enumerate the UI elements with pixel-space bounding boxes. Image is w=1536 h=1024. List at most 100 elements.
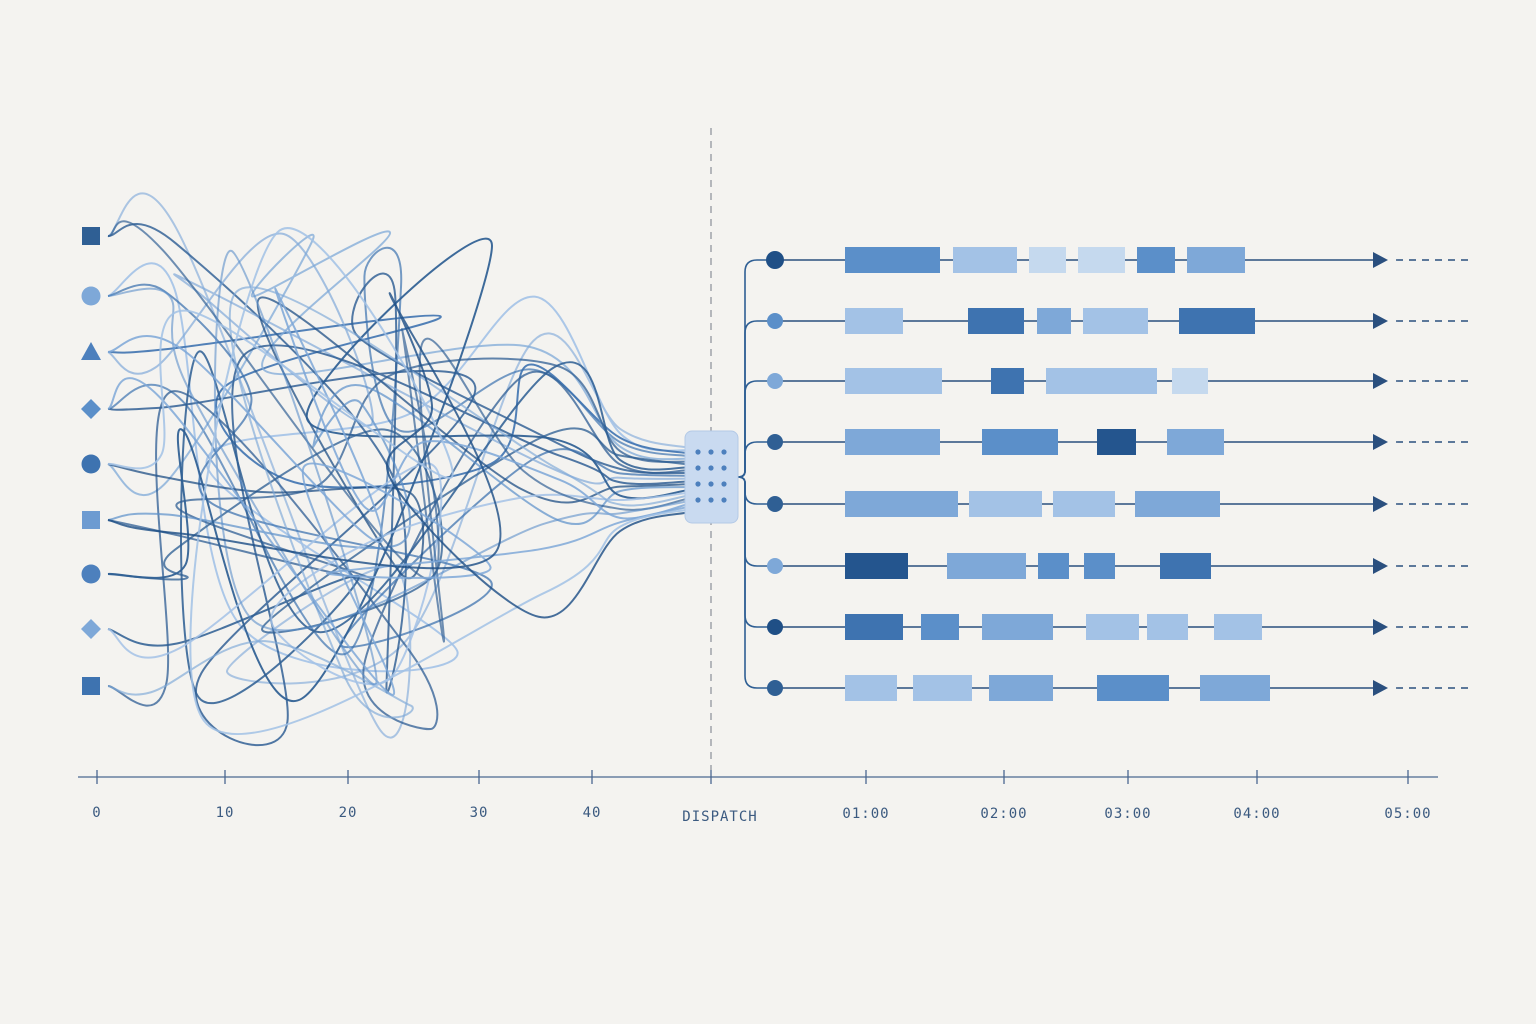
dispatch-dot (721, 449, 727, 455)
task-block (1147, 614, 1188, 640)
flow-curve (107, 292, 691, 619)
source-square (82, 227, 100, 245)
flow-curve (107, 227, 691, 735)
task-block (1086, 614, 1139, 640)
task-block (982, 429, 1058, 455)
branch (737, 476, 775, 689)
task-block (969, 491, 1042, 517)
task-block (1135, 491, 1220, 517)
task-block (845, 308, 903, 334)
task-block (1200, 675, 1270, 701)
task-block (1187, 247, 1245, 273)
flow-curve (107, 350, 691, 705)
task-block (1137, 247, 1175, 273)
flow-curve (107, 232, 691, 485)
flow-curve (107, 237, 691, 703)
time-tick-label: 05:00 (1384, 806, 1431, 822)
task-block (1097, 429, 1136, 455)
flow-curve (107, 370, 691, 731)
task-block (1046, 368, 1157, 394)
dispatch-dot (708, 497, 714, 503)
task-block (845, 553, 908, 579)
task-block (1084, 553, 1115, 579)
task-block (982, 614, 1053, 640)
lane-arrow (1373, 558, 1388, 574)
flow-curve (107, 462, 691, 686)
source-square (82, 677, 100, 695)
time-tick-label: 04:00 (1233, 806, 1280, 822)
task-block (947, 553, 1026, 579)
dispatch-dot (695, 449, 701, 455)
task-block (1179, 308, 1255, 334)
task-block (968, 308, 1024, 334)
axis-tick-label: 20 (339, 805, 358, 821)
dispatch-dot (695, 481, 701, 487)
axis-tick-label: 0 (92, 805, 101, 821)
task-block (1029, 247, 1066, 273)
time-tick-label: 02:00 (980, 806, 1027, 822)
task-block (845, 247, 940, 273)
lane-node (767, 619, 783, 635)
lane-arrow (1373, 496, 1388, 512)
lane-node (767, 558, 783, 574)
dispatch-label: DISPATCH (682, 809, 757, 825)
source-circle (81, 454, 101, 474)
lane-arrow (1373, 434, 1388, 450)
source-circle (81, 286, 101, 306)
lane-node (767, 680, 783, 696)
source-diamond (81, 619, 101, 639)
dispatch-dot (721, 497, 727, 503)
task-block (845, 368, 942, 394)
flow-curve (107, 427, 691, 634)
task-block (913, 675, 972, 701)
branch (737, 441, 775, 478)
dispatch-dot (708, 465, 714, 471)
task-block (1214, 614, 1262, 640)
task-block (991, 368, 1024, 394)
task-block (1097, 675, 1169, 701)
task-block (1037, 308, 1071, 334)
lane-arrow (1373, 313, 1388, 329)
task-block (989, 675, 1053, 701)
flow-curve (107, 314, 691, 489)
time-tick-label: 01:00 (842, 806, 889, 822)
flow-curve (107, 384, 691, 550)
lane-arrow (1373, 373, 1388, 389)
task-block (921, 614, 959, 640)
source-diamond (81, 399, 101, 419)
lane-node (767, 434, 783, 450)
lanes (737, 247, 1468, 701)
time-tick-label: 03:00 (1104, 806, 1151, 822)
lane-arrow (1373, 252, 1388, 268)
lane-node (767, 313, 783, 329)
source-square (82, 511, 100, 529)
dispatch-dot (708, 481, 714, 487)
lane-node (766, 251, 784, 269)
axis: 0 10 20 30 40 DISPATCH 01:00 02:00 03:00 04:00 05:… (78, 770, 1438, 825)
task-block (1053, 491, 1115, 517)
task-block (1167, 429, 1224, 455)
task-block (1172, 368, 1208, 394)
dispatch-dots (695, 449, 727, 503)
task-block (845, 614, 903, 640)
axis-tick-label: 10 (216, 805, 235, 821)
task-block (845, 429, 940, 455)
flow-curve (107, 287, 691, 543)
dispatch-dot (695, 465, 701, 471)
lane-arrow (1373, 619, 1388, 635)
flow-curve (107, 344, 691, 747)
task-block (953, 247, 1017, 273)
source-triangle (81, 342, 101, 360)
lane-node (767, 496, 783, 512)
task-block (845, 675, 897, 701)
task-block (1078, 247, 1125, 273)
dispatch-dot (695, 497, 701, 503)
lane-arrow (1373, 680, 1388, 696)
axis-tick-label: 40 (583, 805, 602, 821)
dispatch-dot (721, 481, 727, 487)
axis-tick-label: 30 (470, 805, 489, 821)
dispatch-dot (708, 449, 714, 455)
task-block (1160, 553, 1211, 579)
flow-curve (107, 296, 691, 580)
